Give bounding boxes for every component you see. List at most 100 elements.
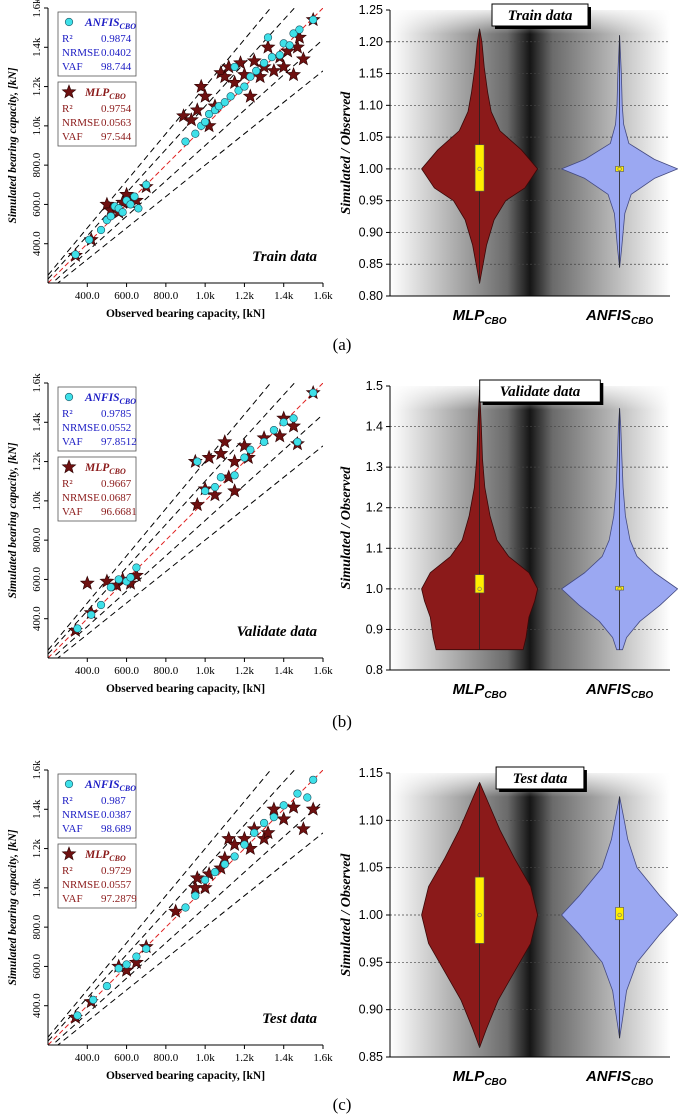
mlp-point xyxy=(236,438,252,453)
x-axis-title: Observed bearing capacity, [kN] xyxy=(106,308,265,320)
y-tick-label: 800.0 xyxy=(31,914,43,939)
anfis-point xyxy=(259,437,269,447)
y-tick-label: 1.4 xyxy=(366,420,383,434)
x-tick-label: 1.6k xyxy=(313,1052,333,1064)
y-tick-label: 1.6k xyxy=(31,760,43,780)
anfis-point xyxy=(309,775,318,784)
scatter-panel: 400.0 600.0 800.0 1.0k 1.2k 1.4k 1.6k 400.0 600.… xyxy=(7,373,333,695)
legend-stat-name: NRMSE xyxy=(62,809,100,821)
y-tick-label: 1.0k xyxy=(31,878,43,898)
legend-stat-value: 97.8512 xyxy=(101,436,137,448)
legend-stat-value: 96.6681 xyxy=(101,506,137,518)
category-subscript: CBO xyxy=(631,316,653,327)
plot-area xyxy=(48,770,323,1045)
plot-area xyxy=(48,8,323,283)
legend-model: MLP xyxy=(84,462,110,474)
x-tick-label: 800.0 xyxy=(153,665,178,677)
y-tick-label: 1.25 xyxy=(359,3,383,17)
legend-stat-value: 0.0402 xyxy=(101,47,131,59)
anfis-point xyxy=(201,486,210,496)
legend-stat-value: 0.0387 xyxy=(101,809,132,821)
bound-line xyxy=(57,70,323,283)
x-tick-label: 1.6k xyxy=(313,290,333,302)
x-tick-label: 800.0 xyxy=(153,290,178,302)
legend-stat-name: VAF xyxy=(62,823,83,835)
legend-stat-name: NRMSE xyxy=(62,47,100,59)
iqr-box xyxy=(474,144,485,192)
y-tick-label: 1.10 xyxy=(359,98,383,112)
x-tick-label: 600.0 xyxy=(114,290,139,302)
y-tick-label: 400.0 xyxy=(31,993,43,1018)
y-tick-label: 1.00 xyxy=(359,162,383,176)
legend-circle-icon xyxy=(64,779,74,789)
bound-line xyxy=(51,801,323,1045)
anfis-point xyxy=(134,204,143,213)
x-tick-label: 1.2k xyxy=(235,665,255,677)
anfis-point xyxy=(201,875,210,885)
legend-stat-name: R² xyxy=(62,478,73,490)
anfis-point xyxy=(126,573,135,582)
category-label: ANFISCBO xyxy=(585,307,653,327)
anfis-point xyxy=(87,610,96,619)
x-tick-label: 1.2k xyxy=(235,290,255,302)
anfis-point xyxy=(216,473,225,482)
legend-stat-name: R² xyxy=(62,33,73,45)
mlp-point xyxy=(295,51,311,66)
legend-stat-value: 0.9729 xyxy=(101,865,132,877)
anfis-point xyxy=(214,102,223,111)
y-tick-label: 600.0 xyxy=(31,567,43,592)
mlp-point xyxy=(221,830,237,846)
anfis-point xyxy=(289,414,298,423)
legend-title: ANFISCBO xyxy=(84,392,136,406)
legend-stat-name: R² xyxy=(62,865,73,877)
mlp-point xyxy=(189,870,205,885)
y-tick-label: 400.0 xyxy=(31,606,43,631)
category-label: ANFISCBO xyxy=(585,681,653,701)
mlp-point xyxy=(295,821,311,836)
y-tick-label: 0.9 xyxy=(366,622,383,636)
anfis-point xyxy=(201,117,210,127)
legend-stat-name: NRMSE xyxy=(62,117,100,129)
legend-title: MLPCBO xyxy=(84,462,126,476)
legend-circle-icon xyxy=(64,17,74,27)
legend-subscript: CBO xyxy=(109,854,126,863)
legend-subscript: CBO xyxy=(120,22,137,31)
mlp-point xyxy=(286,66,301,82)
anfis-point xyxy=(204,109,214,119)
mlp-point xyxy=(99,196,115,211)
anfis-point xyxy=(269,426,278,435)
mlp-point xyxy=(189,102,205,117)
x-tick-label: 400.0 xyxy=(75,1052,100,1064)
y-tick-label: 1.2k xyxy=(31,838,43,858)
mlp-point xyxy=(236,66,252,82)
mlp-point xyxy=(246,53,262,68)
legend-stat-value: 0.0557 xyxy=(101,879,132,891)
anfis-point xyxy=(191,129,200,138)
legend-stat-name: NRMSE xyxy=(62,879,100,891)
y-tick-label: 1.2k xyxy=(31,451,43,471)
anfis-point xyxy=(279,801,288,810)
scatter-panel: 400.0 600.0 800.0 1.0k 1.2k 1.4k 1.6k 400.0 600.… xyxy=(7,0,333,320)
anfis-point xyxy=(220,860,229,869)
anfis-point xyxy=(293,789,302,798)
legend-stat-value: 97.2879 xyxy=(101,893,137,905)
legend-model: MLP xyxy=(84,87,110,99)
legend-title: MLPCBO xyxy=(84,849,126,863)
anfis-point xyxy=(252,66,261,75)
legend-title: ANFISCBO xyxy=(84,779,136,793)
mlp-point xyxy=(227,836,243,851)
y-axis-title: Simulated bearing capacity, [kN] xyxy=(7,442,19,598)
x-tick-label: 1.6k xyxy=(313,665,333,677)
y-tick-label: 1.5 xyxy=(366,379,383,393)
legend-model: ANFIS xyxy=(84,17,120,29)
anfis-point xyxy=(309,15,318,24)
anfis-point xyxy=(226,92,235,101)
mlp-point xyxy=(286,799,301,814)
category-name: MLP xyxy=(453,681,486,698)
legend-stat-value: 98.689 xyxy=(101,823,132,835)
anfis-point xyxy=(246,72,255,81)
mlp-point xyxy=(227,74,243,89)
